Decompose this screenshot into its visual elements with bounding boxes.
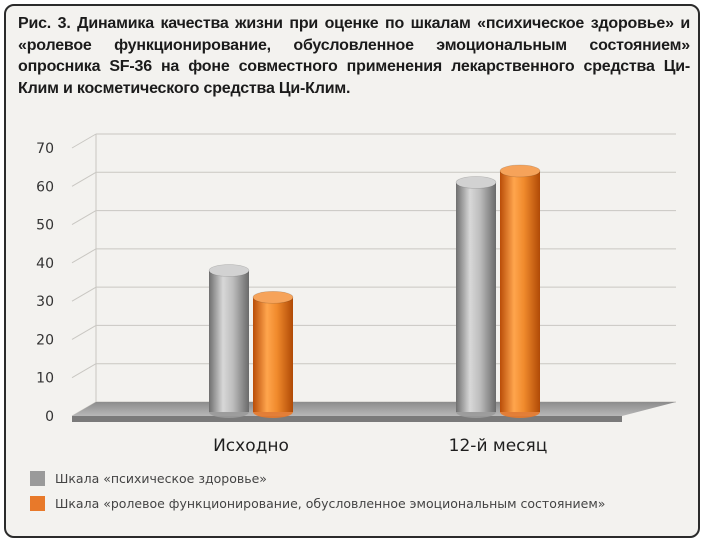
x-category-label: 12-й месяц: [449, 436, 548, 456]
legend-label: Шкала «психическое здоровье»: [55, 471, 267, 486]
gridline-side: [71, 363, 97, 379]
y-tick-label: 40: [36, 256, 54, 272]
y-tick-label: 50: [36, 218, 54, 234]
gridline-side: [71, 248, 97, 264]
gridline-side: [71, 286, 97, 302]
y-tick-label: 30: [36, 294, 54, 310]
y-tick-label: 60: [36, 179, 54, 195]
chart-floor: [72, 402, 676, 416]
y-tick-label: 20: [36, 332, 54, 348]
y-tick-label: 10: [36, 371, 54, 387]
gridline-side: [71, 133, 97, 149]
legend-swatch: [30, 496, 45, 511]
legend-item: Шкала «психическое здоровье»: [30, 471, 267, 486]
gridline-side: [71, 324, 97, 340]
figure-caption: Рис. 3. Динамика качества жизни при оцен…: [18, 15, 690, 97]
gridline-side: [71, 210, 97, 226]
chart-floor-edge: [72, 416, 622, 422]
legend-label: Шкала «ролевое функционирование, обуслов…: [55, 496, 605, 511]
y-tick-label: 0: [45, 409, 54, 425]
bar: [455, 176, 497, 418]
gridline-side: [71, 171, 97, 187]
bar: [208, 264, 250, 418]
bar: [252, 291, 294, 418]
legend-item: Шкала «ролевое функционирование, обуслов…: [30, 496, 605, 511]
bar-chart: 0 10 20 30 40 50 60 70 Исходно 12-й месяц Шкала …: [30, 133, 676, 511]
bar: [499, 164, 541, 418]
figure-frame: Рис. 3. Динамика качества жизни при оцен…: [4, 4, 700, 538]
legend-swatch: [30, 471, 45, 486]
y-tick-label: 70: [36, 141, 54, 157]
x-category-label: Исходно: [213, 436, 289, 456]
